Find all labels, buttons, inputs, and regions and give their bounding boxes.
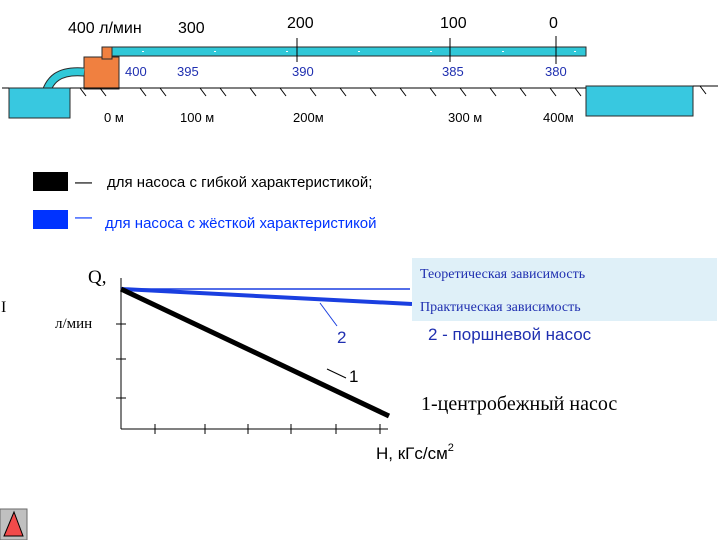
centrifugal-pump-curve [119,286,391,419]
distance-label-4: 400м [543,110,574,125]
x-axis-label: H, кГс/см2 [376,442,454,463]
legend-swatch-black [33,172,68,191]
flow-label-2: 200 [287,15,314,32]
y-axis-label: Q, [88,267,106,288]
curve-label-1: 1 [349,367,358,386]
curve-label-2: 2 [337,328,346,347]
flow-label-3: 100 [440,15,467,32]
legend-label-1: для насоса с гибкой характеристикой; [107,174,372,191]
legend-swatch-blue [33,210,68,229]
pressure-label-3: 385 [442,64,464,79]
centrifugal-pump-label: 1-центробежный насос [421,393,617,415]
flow-label-1: 300 [178,20,205,37]
legend-label-2: для насоса с жёсткой характеристикой [105,215,377,232]
distance-label-2: 200м [293,110,324,125]
piston-pump-curve [120,287,413,306]
leader-line-1 [326,368,347,379]
pressure-label-1: 395 [177,64,199,79]
legend: — для насоса с гибкой характеристикой; —… [33,172,377,232]
legend-dash-1: — [75,172,92,191]
source-tank [8,87,71,119]
destination-tank [585,85,694,117]
distance-label-0: 0 м [104,110,124,125]
y-axis-unit: л/мин [55,316,92,332]
flow-label-4: 0 [549,15,558,32]
legend-dash-2: — [75,207,92,226]
pipe [111,46,587,57]
distance-label-3: 300 м [448,110,482,125]
leader-line-2 [319,302,338,327]
graph: I Q, л/мин 2 1 H, кГс/см2 [1,258,717,463]
flow-label-0: 400 л/мин [68,20,142,37]
back-button[interactable] [0,508,28,540]
pipeline-scheme: 400 л/мин 300 200 100 0 400 395 390 385 … [2,15,718,125]
theoretical-dependency-label: Теоретическая зависимость [420,267,585,282]
back-arrow-icon [3,510,24,537]
axis-ticks [116,323,381,434]
dependency-box [412,258,717,321]
pressure-label-4: 380 [545,64,567,79]
practical-dependency-label: Практическая зависимость [420,300,581,315]
pressure-label-0: 400 [125,64,147,79]
side-mark: I [1,299,6,316]
pump [83,56,120,90]
ground-line [2,85,718,97]
piston-pump-label: 2 - поршневой насос [428,325,592,344]
pressure-label-2: 390 [292,64,314,79]
distance-label-1: 100 м [180,110,214,125]
